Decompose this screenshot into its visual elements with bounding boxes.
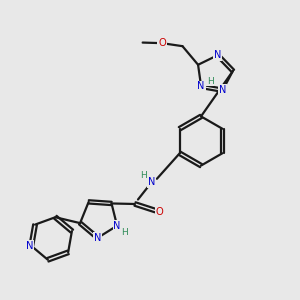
Text: O: O [156,207,164,217]
Text: H: H [207,76,214,85]
Text: N: N [94,233,101,243]
Text: N: N [197,81,205,92]
Text: H: H [140,171,146,180]
Text: N: N [214,50,221,60]
Text: methoxy: methoxy [137,41,143,43]
Text: N: N [219,85,226,95]
Text: N: N [113,221,121,231]
Text: H: H [121,228,128,237]
Text: N: N [26,241,34,251]
Text: N: N [148,177,155,188]
Text: O: O [158,38,166,48]
